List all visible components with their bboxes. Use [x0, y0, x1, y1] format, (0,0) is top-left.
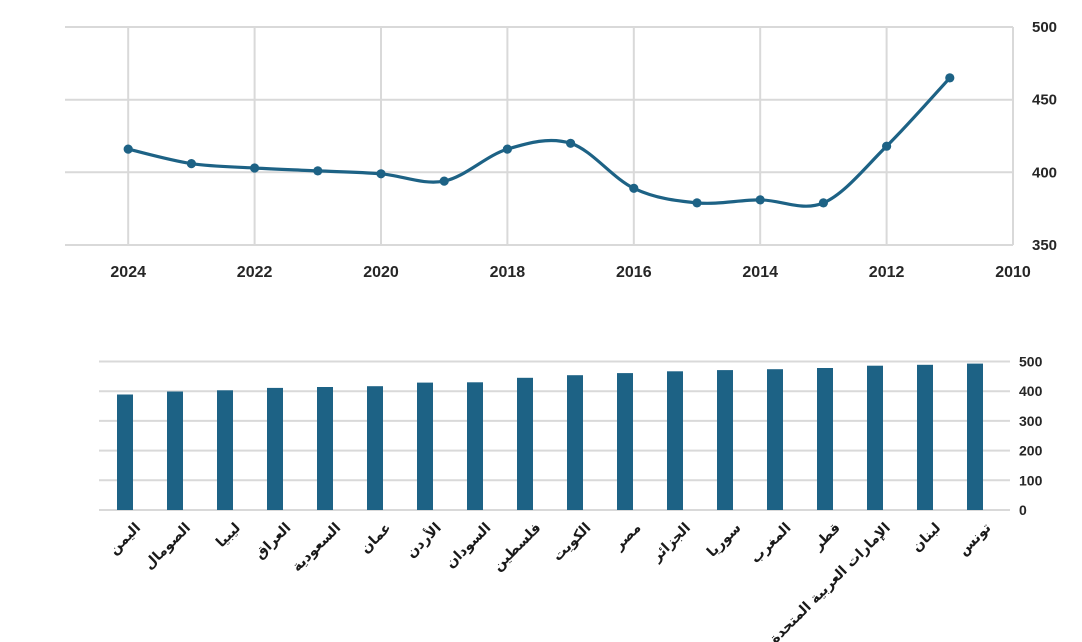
- bar-5: [367, 386, 383, 510]
- line-chart-xtick-2020: 2020: [363, 264, 399, 281]
- bar-10: [617, 373, 633, 510]
- line-chart-point-2012: [882, 141, 892, 151]
- bar-17: [967, 363, 983, 510]
- bar-chart-ytick-0: 0: [1019, 502, 1027, 518]
- line-chart-point-2023: [186, 159, 196, 169]
- line-chart-xtick-2010: 2010: [995, 264, 1031, 281]
- bar-9: [567, 375, 583, 510]
- bar-chart-ytick-200: 200: [1019, 443, 1043, 459]
- bar-1: [167, 391, 183, 510]
- line-chart-point-2013: [818, 198, 829, 208]
- bar-3: [267, 387, 283, 510]
- line-chart-xtick-2012: 2012: [869, 264, 905, 281]
- line-chart-point-2014: [755, 195, 765, 205]
- line-chart-xtick-2024: 2024: [110, 264, 146, 281]
- line-chart-point-2019: [439, 176, 449, 186]
- bar-chart-ytick-100: 100: [1019, 472, 1043, 488]
- bar-6: [417, 382, 433, 510]
- bar-14: [817, 368, 833, 510]
- line-chart-ytick-350: 350: [1032, 237, 1057, 254]
- bar-4: [317, 387, 333, 510]
- line-chart-series-path: [126, 76, 952, 208]
- line-chart-xtick-2014: 2014: [742, 264, 778, 281]
- line-chart-point-2024: [123, 144, 133, 154]
- bar-15: [867, 365, 883, 510]
- line-chart-ytick-500: 500: [1032, 19, 1057, 36]
- bar-7: [467, 382, 483, 510]
- bar-11: [667, 371, 683, 510]
- bar-8: [517, 377, 533, 510]
- line-chart-point-2021: [313, 166, 323, 176]
- bar-16: [917, 364, 933, 510]
- line-chart-point-2011: [945, 73, 955, 83]
- bar-13: [767, 369, 783, 510]
- line-chart-point-2015: [692, 198, 702, 208]
- bar-0: [117, 394, 133, 510]
- line-chart-point-2020: [376, 169, 386, 179]
- line-chart-xtick-2022: 2022: [237, 264, 273, 281]
- bar-chart-ytick-300: 300: [1019, 413, 1043, 429]
- line-chart-point-2018: [502, 144, 512, 154]
- line-chart-point-2017: [566, 138, 576, 148]
- line-chart-ytick-400: 400: [1032, 164, 1057, 181]
- line-chart-xtick-2018: 2018: [490, 264, 526, 281]
- line-chart-point-2016: [629, 183, 639, 193]
- line-chart-point-2022: [250, 163, 260, 173]
- bar-chart-ytick-400: 400: [1019, 383, 1043, 399]
- line-chart-xtick-2016: 2016: [616, 264, 652, 281]
- line-chart-ytick-450: 450: [1032, 92, 1057, 109]
- bar-chart-ytick-500: 500: [1019, 354, 1043, 370]
- bar-2: [217, 390, 233, 510]
- bar-12: [717, 370, 733, 510]
